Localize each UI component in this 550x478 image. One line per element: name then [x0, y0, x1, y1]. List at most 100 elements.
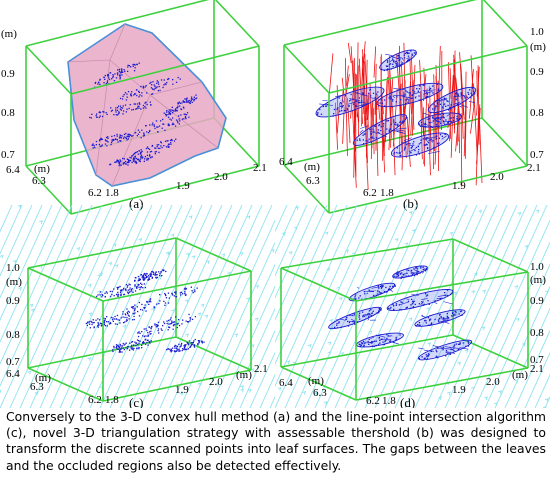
leaf-point: [142, 341, 145, 343]
leaf-point: [418, 322, 421, 324]
leaf-point: [143, 279, 145, 281]
leaf-point: [126, 158, 129, 160]
leaf-point: [144, 277, 146, 280]
leaf-point: [467, 91, 469, 94]
leaf-point: [420, 266, 422, 268]
x-tick: 2.0: [490, 171, 504, 183]
leaf-point: [174, 344, 176, 347]
scan-arrow: [34, 391, 39, 396]
leaf-point: [406, 272, 408, 274]
z-tick: 1.0: [6, 262, 20, 274]
leaf-point: [439, 103, 442, 105]
scan-arrow: [517, 211, 522, 216]
leaf-point: [174, 347, 176, 349]
leaf-point: [179, 292, 181, 294]
leaf-point: [179, 350, 181, 352]
leaf-point: [456, 115, 458, 118]
leaf-point: [150, 273, 152, 275]
leaf-point: [161, 127, 163, 129]
leaf-point: [176, 345, 179, 348]
leaf-point: [397, 55, 399, 57]
leaf-point: [180, 294, 182, 296]
leaf-point: [181, 323, 183, 325]
leaf-point: [116, 139, 118, 141]
leaf-point: [144, 106, 146, 108]
leaf-point: [169, 348, 171, 350]
leaf-point: [420, 99, 422, 101]
leaf-point: [119, 77, 121, 79]
leaf-point: [132, 347, 134, 349]
scan-arrow: [427, 342, 432, 347]
leaf-point: [410, 304, 412, 306]
mesh-edge: [396, 127, 407, 130]
scan-arrow: [171, 309, 176, 313]
leaf-point: [399, 309, 401, 311]
mesh-edge: [453, 95, 464, 97]
leaf-point: [439, 114, 441, 116]
leaf-point: [378, 124, 380, 127]
scan-arrow: [179, 391, 184, 396]
leaf-point: [106, 83, 108, 85]
leaf-point: [137, 280, 140, 282]
leaf-point: [99, 115, 101, 117]
occlusion-ray: [411, 55, 415, 130]
leaf-point: [345, 318, 347, 320]
box-edge: [280, 334, 454, 368]
leaf-point: [386, 61, 389, 63]
leaf-point: [117, 287, 119, 289]
leaf-point: [447, 295, 449, 297]
leaf-point: [435, 137, 438, 140]
leaf-point: [120, 71, 122, 73]
leaf-point: [381, 68, 383, 71]
occlusion-ray: [385, 76, 388, 143]
leaf-point: [137, 275, 140, 278]
leaf-point: [98, 82, 100, 84]
mesh-edge: [407, 96, 413, 100]
x-tick: 2.1: [530, 363, 544, 375]
leaf-point: [133, 313, 135, 315]
leaf-point: [162, 325, 164, 327]
mesh-edge: [341, 99, 344, 103]
leaf-point: [158, 151, 160, 154]
leaf-point: [129, 342, 131, 344]
scan-arrow: [185, 333, 189, 338]
leaf-point: [154, 147, 156, 149]
leaf-point: [164, 292, 166, 295]
leaf-point: [117, 107, 119, 109]
leaf-point: [426, 147, 429, 149]
leaf-point: [161, 329, 163, 331]
leaf-point: [453, 350, 455, 352]
leaf-point: [154, 85, 156, 87]
leaf-point: [112, 317, 114, 319]
leaf-point: [151, 84, 153, 86]
hull-facet-edge: [149, 81, 203, 96]
mesh-edge: [412, 271, 419, 274]
leaf-point: [359, 318, 361, 320]
leaf-point: [438, 88, 440, 90]
leaf-point: [121, 351, 123, 353]
leaf-point: [91, 113, 93, 115]
leaf-point: [450, 104, 452, 106]
leaf-point: [172, 122, 174, 124]
leaf-point: [348, 105, 350, 107]
leaf-point: [120, 317, 122, 319]
leaf-point: [386, 337, 388, 340]
scan-arrow: [99, 272, 104, 277]
scan-line: [354, 205, 448, 408]
leaf-point: [378, 124, 381, 126]
leaf-point: [419, 125, 422, 127]
leaf-point: [163, 123, 165, 125]
figure-caption: Conversely to the 3-D convex hull method…: [6, 409, 546, 473]
leaf-point: [137, 158, 139, 160]
leaf-point: [439, 134, 442, 136]
scan-arrow: [170, 233, 175, 238]
leaf-point: [175, 316, 177, 318]
leaf-point: [387, 307, 389, 309]
leaf-point: [359, 139, 361, 142]
leaf-point: [377, 285, 379, 287]
leaf-point: [122, 311, 124, 313]
leaf-point: [388, 288, 390, 290]
leaf-point: [406, 91, 408, 93]
scan-arrow: [277, 386, 282, 391]
leaf-point: [186, 97, 188, 99]
